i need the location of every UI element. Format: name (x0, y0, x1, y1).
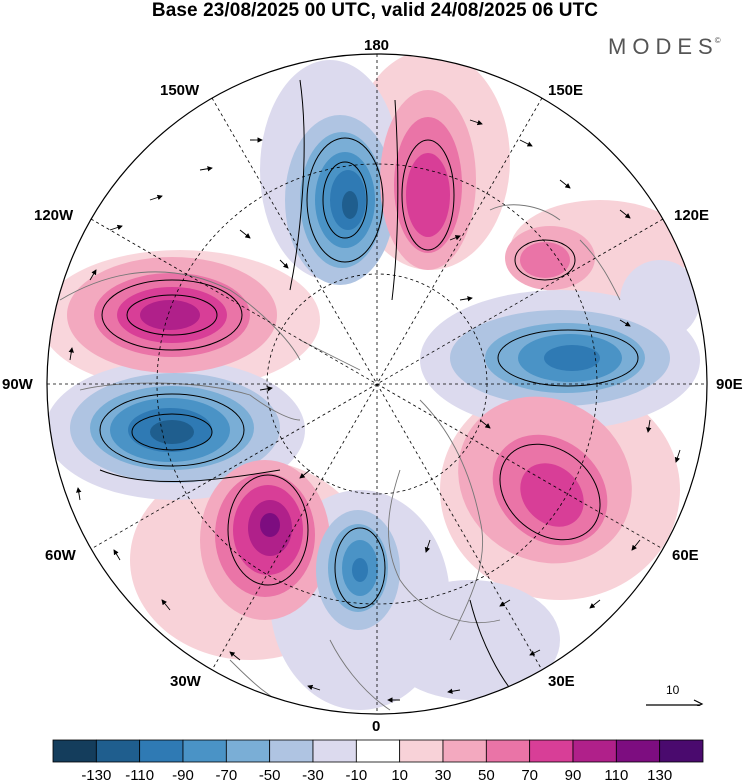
colorbar-swatch (139, 739, 184, 763)
colorbar-swatch (95, 739, 141, 763)
ridge-east-siberia-core (380, 90, 476, 270)
colorbar-tick-label: 50 (477, 767, 495, 784)
colorbar-swatch (269, 739, 314, 763)
lon-label-90w: 90W (2, 376, 33, 393)
lon-label-60e: 60E (672, 547, 699, 564)
colorbar-tick-label: 110 (604, 767, 629, 784)
colorbar-tick-label: -70 (215, 767, 238, 784)
colorbar-swatch (615, 739, 661, 763)
colorbar-swatch (399, 739, 444, 763)
wind-vectors (68, 119, 681, 703)
brand-mark: © (714, 36, 721, 45)
colorbar-tick-label: -30 (302, 767, 324, 784)
colorbar-tick-label: 10 (391, 767, 408, 784)
map-boundary (46, 53, 708, 715)
colorbar-tick-label: -50 (258, 767, 281, 784)
colorbar-swatch (355, 739, 401, 763)
streamlines (99, 79, 639, 701)
trough-central-siberia-core (450, 310, 670, 406)
colorbar-swatch (529, 739, 574, 763)
lon-label-30e: 30E (548, 673, 575, 690)
colorbar-tick-label: -110 (125, 767, 155, 784)
lon-label-0: 0 (372, 718, 381, 735)
lon-label-180: 180 (364, 37, 390, 54)
colorbar (52, 739, 704, 763)
ridge-far-east-core (505, 226, 595, 290)
colorbar-swatch (659, 739, 704, 763)
colorbar-tick-label: -10 (345, 767, 368, 784)
colorbar-swatch (182, 739, 227, 763)
colorbar-swatch (442, 739, 487, 763)
colorbar-swatch (52, 739, 97, 763)
colorbar-swatch (572, 739, 617, 763)
colorbar-swatch (312, 739, 357, 763)
ridge-north-atlantic-core (200, 460, 330, 620)
lon-label-150e: 150E (548, 82, 584, 99)
trough-north-pacific-core (285, 115, 395, 285)
ridge-north-america-core (67, 257, 277, 373)
brand-logo: MODES© (608, 34, 725, 60)
colorbar-tick-label: 70 (521, 767, 538, 784)
lon-label-120e: 120E (674, 207, 710, 224)
colorbar-swatch (485, 739, 531, 763)
trough-hudson-bay-core (70, 373, 280, 483)
colorbar-tick-label: -90 (172, 767, 194, 784)
reference-vector-label: 10 (666, 683, 680, 697)
colorbar-tick-label: 30 (434, 767, 452, 784)
lon-label-60w: 60W (45, 547, 76, 564)
brand-name: MODES (608, 34, 719, 59)
ridge-western-siberia-core (458, 396, 632, 564)
lon-label-30w: 30W (170, 673, 201, 690)
reference-vector-arrow (646, 699, 704, 706)
colorbar-labels: -130 -110 -90 -70 -50 -30 -10 10 30 50 70 90 110 130 (0, 767, 750, 784)
lon-label-90e: 90E (716, 376, 743, 393)
chart-title: Base 23/08/2025 00 UTC, valid 24/08/2025… (151, 0, 599, 21)
colorbar-swatch (225, 739, 271, 763)
graticule (47, 54, 707, 714)
colorbar-tick-label: 130 (647, 767, 673, 784)
lon-label-120w: 120W (34, 207, 74, 224)
colorbar-tick-label: 90 (564, 767, 582, 784)
colorbar-tick-label: -130 (81, 767, 112, 784)
lon-label-150w: 150W (160, 82, 200, 99)
